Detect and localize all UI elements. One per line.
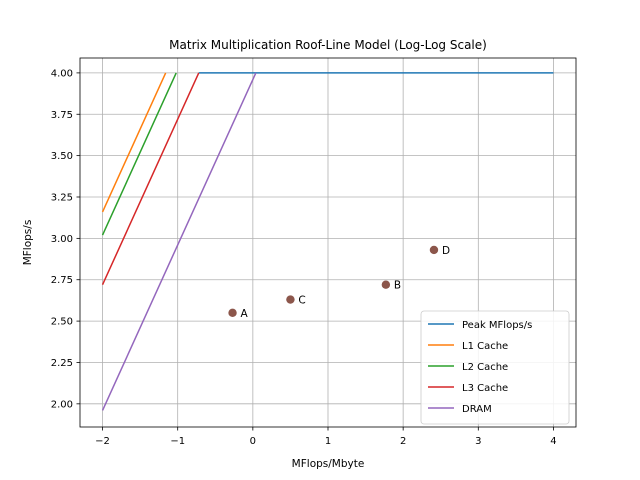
y-tick-label: 2.00 bbox=[51, 399, 73, 410]
x-tick-label: −1 bbox=[170, 436, 185, 447]
y-tick-label: 2.50 bbox=[51, 317, 73, 328]
data-point-label: B bbox=[394, 280, 401, 292]
data-point-b bbox=[381, 280, 391, 289]
x-tick-label: 1 bbox=[325, 436, 331, 447]
y-tick-label: 3.75 bbox=[51, 110, 73, 121]
y-tick-label: 2.75 bbox=[51, 275, 73, 286]
data-point-a bbox=[228, 308, 237, 318]
y-tick-label: 3.25 bbox=[51, 192, 73, 203]
x-tick-label: 4 bbox=[550, 436, 556, 447]
data-point-label: D bbox=[442, 245, 450, 257]
y-tick-label: 3.50 bbox=[51, 151, 73, 162]
data-point-c bbox=[286, 295, 295, 304]
x-axis-title: MFlops/Mbyte bbox=[292, 458, 365, 470]
legend-label: Peak MFlops/s bbox=[462, 320, 532, 331]
series-line-dram bbox=[101, 72, 257, 411]
data-point-d bbox=[429, 245, 439, 255]
series-line-l2-cache bbox=[101, 72, 177, 236]
legend: Peak MFlops/s L1 Cache L2 Cache L3 Cache DRA… bbox=[420, 310, 570, 425]
y-tick-label: 4.00 bbox=[51, 68, 73, 79]
y-tick-label: 3.00 bbox=[51, 234, 73, 245]
x-tick-label: 0 bbox=[250, 436, 256, 447]
series-layer bbox=[101, 72, 554, 411]
legend-box bbox=[420, 310, 570, 425]
x-tick-label: 3 bbox=[475, 436, 481, 447]
y-tick-label: 2.25 bbox=[51, 358, 73, 369]
ticks: −2 −1 0 1 2 3 4 2.00 2.25 2.50 2.75 3.00 3.25 3.50 3.7… bbox=[51, 68, 557, 447]
series-line-l3-cache bbox=[101, 72, 200, 286]
legend-label: L3 Cache bbox=[462, 383, 508, 394]
data-point-label: C bbox=[298, 295, 305, 307]
data-point-label: A bbox=[241, 308, 249, 320]
legend-label: DRAM bbox=[462, 404, 492, 415]
chart-title: Matrix Multiplication Roof-Line Model (L… bbox=[169, 38, 487, 52]
x-tick-label: 2 bbox=[400, 436, 406, 447]
legend-label: L1 Cache bbox=[462, 341, 508, 352]
series-line-l1-cache bbox=[101, 72, 167, 213]
points-layer: A C B D bbox=[228, 245, 450, 320]
y-axis-title: MFlops/s bbox=[22, 220, 34, 266]
legend-label: L2 Cache bbox=[462, 362, 508, 373]
x-tick-label: −2 bbox=[95, 436, 110, 447]
